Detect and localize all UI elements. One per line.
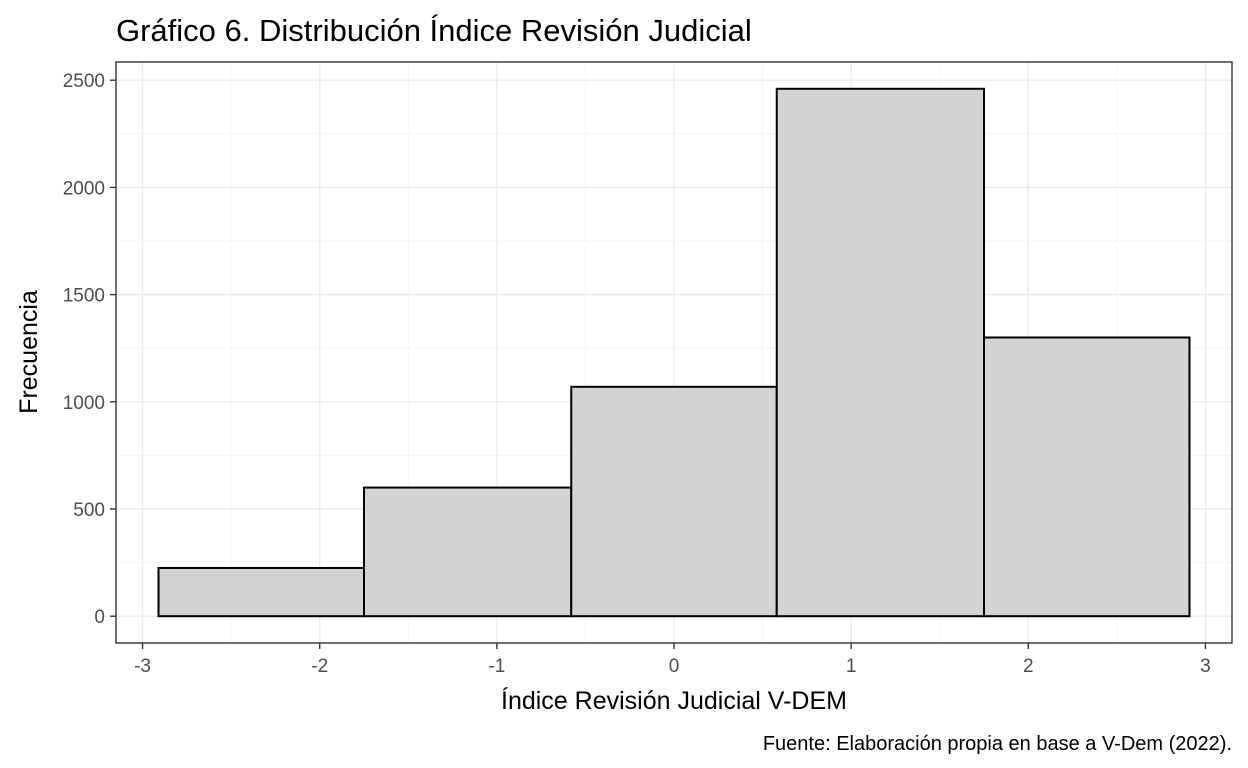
- x-tick-label: -1: [488, 656, 505, 677]
- histogram-bar-2: [363, 486, 573, 618]
- histogram-bar-1: [157, 566, 365, 618]
- y-axis: 0 500 1000 1500 2000 2500: [63, 71, 116, 628]
- y-tick-label: 1500: [63, 286, 105, 307]
- x-tick-label: 3: [1200, 656, 1211, 677]
- x-axis-title: Índice Revisión Judicial V-DEM: [501, 686, 847, 715]
- x-tick-label: 1: [846, 656, 857, 677]
- chart-title: Gráfico 6. Distribución Índice Revisión …: [116, 13, 752, 48]
- histogram-bar-5: [983, 336, 1191, 618]
- x-tick-label: 0: [669, 656, 680, 677]
- x-axis: -3 -2 -1 0 1 2 3: [134, 643, 1211, 677]
- y-tick-label: 1000: [63, 393, 105, 414]
- x-tick-label: 2: [1023, 656, 1034, 677]
- y-tick-label: 2000: [63, 178, 105, 199]
- histogram-bar-3: [570, 385, 778, 618]
- y-tick-label: 500: [73, 500, 105, 521]
- histogram-bar-4: [775, 87, 985, 618]
- y-axis-title: Frecuencia: [15, 290, 43, 414]
- x-tick-label: -2: [311, 656, 328, 677]
- x-tick-label: -3: [134, 656, 151, 677]
- y-tick-label: 2500: [63, 71, 105, 92]
- histogram-bars: [157, 87, 1191, 618]
- y-tick-label: 0: [94, 607, 105, 628]
- chart-caption: Fuente: Elaboración propia en base a V-D…: [763, 733, 1232, 755]
